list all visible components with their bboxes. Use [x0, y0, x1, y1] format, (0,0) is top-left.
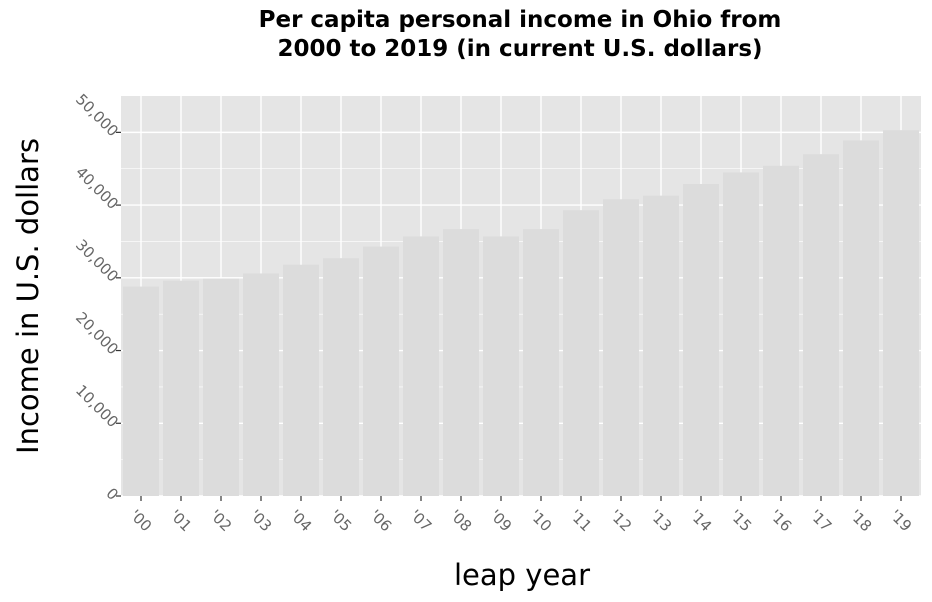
y-tick-label: 20,000 [72, 309, 122, 359]
y-tick-label: 10,000 [72, 381, 122, 431]
x-tick-label: '03 [246, 506, 275, 535]
bar [363, 246, 399, 496]
x-tick-label: '09 [486, 506, 515, 535]
y-tick-label: 40,000 [72, 163, 122, 213]
bar [803, 154, 839, 496]
bar [723, 172, 759, 496]
x-tick-label: '07 [406, 506, 435, 535]
x-tick-label: '10 [526, 506, 555, 535]
x-tick-label: '12 [606, 506, 635, 535]
bar [403, 236, 439, 496]
chart-title-line-2: 2000 to 2019 (in current U.S. dollars) [277, 36, 763, 62]
x-tick-label: '05 [326, 506, 355, 535]
x-axis-title: leap year [454, 558, 590, 592]
bar [883, 130, 919, 496]
bar [443, 229, 479, 496]
x-tick-label: '18 [846, 506, 875, 535]
bar [643, 195, 679, 497]
x-tick-label: '19 [886, 506, 915, 535]
bar [843, 140, 879, 496]
bar [203, 278, 239, 496]
plot-panel [121, 96, 921, 496]
bar [563, 210, 599, 496]
x-tick-label: '02 [206, 506, 235, 535]
x-tick-label: '04 [286, 506, 315, 535]
bar [483, 236, 519, 496]
y-axis-ticks: 0 10,000 20,000 30,000 40,000 50,000 [72, 90, 122, 503]
y-tick-label: 30,000 [72, 236, 122, 286]
y-tick-label: 50,000 [72, 90, 122, 140]
bar [163, 280, 199, 496]
bar [763, 165, 799, 496]
x-tick-label: '17 [806, 506, 835, 535]
bar [603, 199, 639, 497]
chart-title: Per capita personal income in Ohio from … [160, 6, 880, 64]
bar [283, 264, 319, 496]
x-tick-label: '08 [446, 506, 475, 535]
bars [123, 130, 919, 497]
bar [523, 229, 559, 496]
y-axis-title: Income in U.S. dollars [11, 138, 45, 454]
bar [323, 258, 359, 496]
x-tick-label: '13 [646, 506, 675, 535]
y-tick-label: 0 [102, 484, 121, 503]
x-tick-label: '06 [366, 506, 395, 535]
x-tick-label: '15 [726, 506, 755, 535]
chart-title-line-1: Per capita personal income in Ohio from [258, 7, 782, 33]
x-tick-label: '16 [766, 506, 795, 535]
x-tick-label: '01 [166, 506, 195, 535]
x-tick-label: '11 [566, 506, 595, 535]
x-axis-ticks: '00 '01 '02 '03 '04 '05 '06 '07 '08 '09 '10 '11 '12 '… [126, 496, 915, 535]
bar [683, 184, 719, 496]
bar [123, 286, 159, 496]
bar [243, 273, 279, 496]
x-tick-label: '00 [126, 506, 155, 535]
x-tick-label: '14 [686, 506, 715, 535]
